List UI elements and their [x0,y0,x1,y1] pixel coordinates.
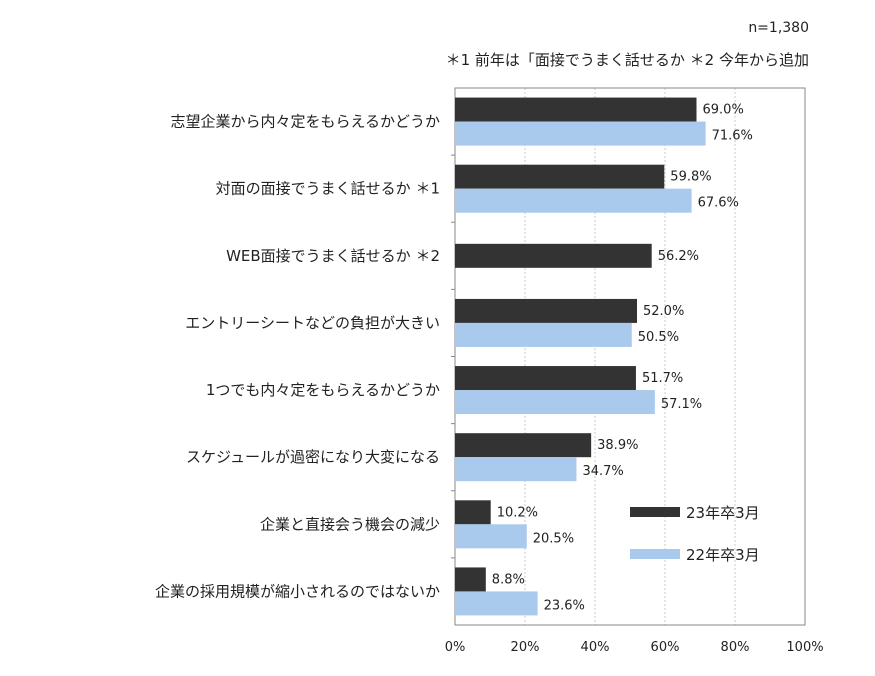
footnotes-note: ＊1 前年は「面接でうまく話せるか ＊2 今年から追加 [445,51,809,69]
bar-22 [455,591,538,616]
bar-23 [455,433,592,458]
value-label-22: 20.5% [533,531,574,546]
category-label: 1つでも内々定をもらえるかどうか [206,381,440,399]
value-label-22: 23.6% [544,598,585,613]
value-label-22: 71.6% [712,129,753,144]
x-tick-label: 0% [445,640,466,655]
value-label-23: 51.7% [642,371,683,386]
bar-23 [455,164,665,189]
x-tick-label: 80% [721,640,750,655]
category-label: エントリーシートなどの負担が大きい [185,314,440,332]
bar-22 [455,121,706,146]
category-label: 企業の採用規模が縮小されるのではないか [155,582,440,600]
bar-23 [455,97,697,122]
legend-label: 22年卒3月 [686,546,760,564]
x-tick-label: 60% [651,640,680,655]
x-tick-label: 100% [786,640,823,655]
category-label: 志望企業から内々定をもらえるかどうか [170,113,440,131]
value-label-23: 38.9% [597,438,638,453]
value-label-22: 67.6% [698,196,739,211]
bar-22 [455,457,577,482]
bar-23 [455,366,636,391]
x-tick-label: 20% [511,640,540,655]
value-label-23: 10.2% [497,505,538,520]
value-label-23: 69.0% [703,103,744,118]
legend-label: 23年卒3月 [686,504,760,522]
value-label-23: 8.8% [492,572,525,587]
x-tick-label: 40% [581,640,610,655]
category-label: WEB面接でうまく話せるか ＊2 [226,247,440,265]
bar-23 [455,500,491,525]
value-label-23: 56.2% [658,249,699,264]
bar-23 [455,298,637,323]
bar-22 [455,390,655,415]
bar-23 [455,243,652,268]
sample-size-note: n=1,380 [748,20,809,36]
value-label-22: 57.1% [661,397,702,412]
bar-22 [455,322,632,347]
value-label-22: 34.7% [582,464,623,479]
bar-23 [455,567,486,592]
bar-22 [455,524,527,549]
category-label: 企業と直接会う機会の減少 [260,515,440,533]
category-label: スケジュールが過密になり大変になる [186,448,440,466]
value-label-22: 50.5% [638,330,679,345]
value-label-23: 52.0% [643,304,684,319]
bar-22 [455,188,692,213]
category-label: 対面の面接でうまく話せるか ＊1 [216,180,440,198]
value-label-23: 59.8% [670,170,711,185]
